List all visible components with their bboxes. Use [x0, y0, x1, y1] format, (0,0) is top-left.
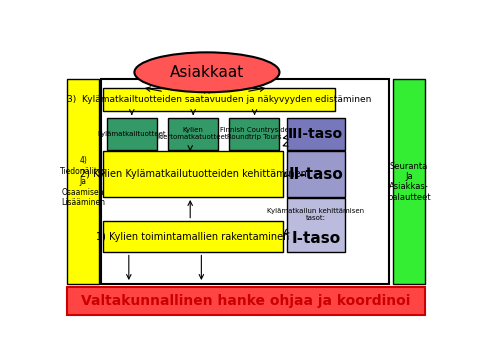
FancyBboxPatch shape	[107, 118, 156, 150]
FancyBboxPatch shape	[103, 151, 283, 197]
Text: Valtakunnallinen hanke ohjaa ja koordinoi: Valtakunnallinen hanke ohjaa ja koordino…	[81, 294, 411, 308]
Text: III-taso: III-taso	[288, 127, 343, 141]
Text: Kylien
kiertomatkatuotteet: Kylien kiertomatkatuotteet	[158, 127, 228, 140]
Text: I-taso: I-taso	[291, 231, 340, 247]
Text: 3)  Kylämatkailtuotteiden saatavuuden ja näkyvyyden edistäminen: 3) Kylämatkailtuotteiden saatavuuden ja …	[67, 95, 371, 104]
FancyBboxPatch shape	[67, 287, 424, 315]
FancyBboxPatch shape	[103, 87, 335, 111]
Text: Kylämatkailtuotteet: Kylämatkailtuotteet	[97, 131, 166, 137]
Ellipse shape	[134, 52, 279, 92]
Text: 4)
Tiedonälitys
Ja
Osaamisen
Lisääminen: 4) Tiedonälitys Ja Osaamisen Lisääminen	[60, 157, 107, 207]
FancyBboxPatch shape	[287, 198, 345, 252]
FancyBboxPatch shape	[287, 118, 345, 150]
Text: Seuranta
Ja
Asiakkas-
palautteet: Seuranta Ja Asiakkas- palautteet	[387, 162, 431, 202]
Text: Kylämatkailun kehittämisen
tasot:: Kylämatkailun kehittämisen tasot:	[267, 208, 364, 221]
FancyBboxPatch shape	[168, 118, 218, 150]
FancyBboxPatch shape	[67, 79, 99, 284]
Text: II-taso: II-taso	[288, 167, 343, 182]
Text: Finnish Countryside
Roundtrip Tours: Finnish Countryside Roundtrip Tours	[220, 127, 289, 140]
Text: 2) Kylien Kylämatkailutuotteiden kehittäminen: 2) Kylien Kylämatkailutuotteiden kehittä…	[80, 169, 306, 179]
FancyBboxPatch shape	[287, 151, 345, 197]
FancyBboxPatch shape	[101, 79, 389, 284]
Text: 1) Kylien toimintamallien rakentaminen: 1) Kylien toimintamallien rakentaminen	[96, 231, 289, 242]
FancyBboxPatch shape	[393, 79, 424, 284]
FancyBboxPatch shape	[103, 221, 283, 252]
Text: Asiakkaat: Asiakkaat	[170, 65, 244, 80]
FancyBboxPatch shape	[229, 118, 279, 150]
